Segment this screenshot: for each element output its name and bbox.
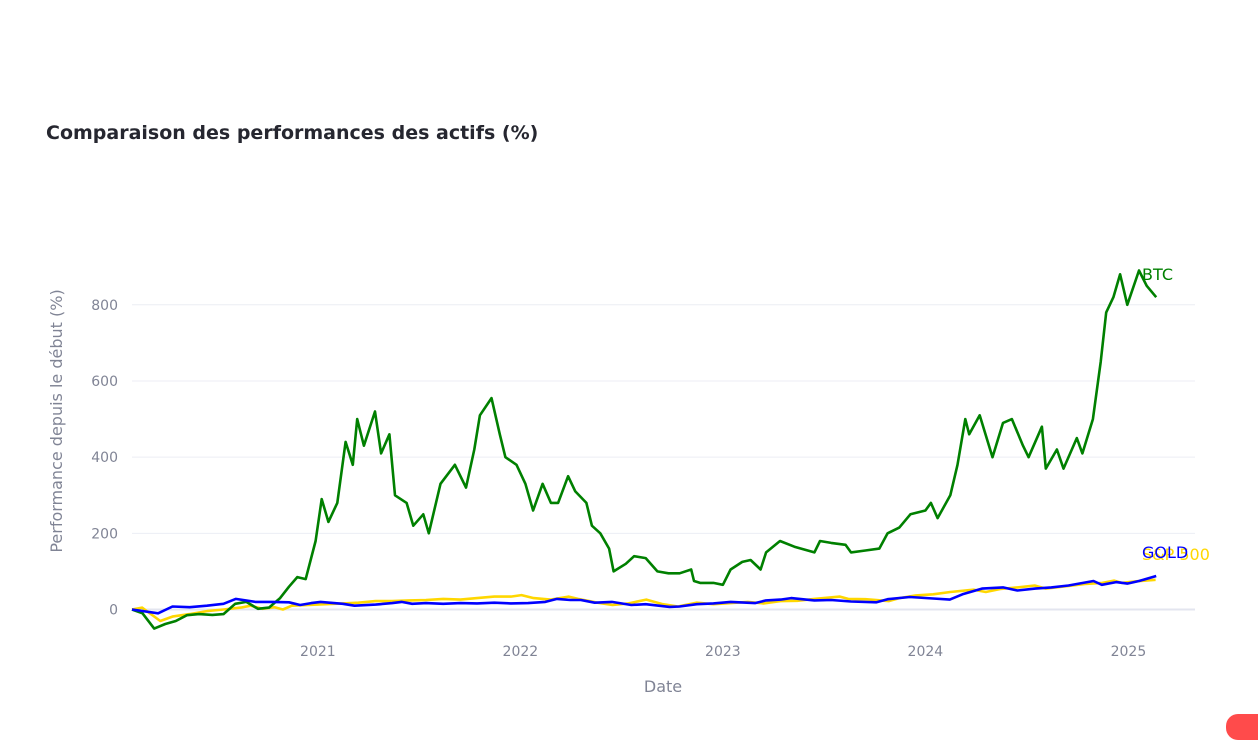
- btc-series-label: BTC: [1142, 265, 1173, 284]
- sp500-series-label: S&P 500: [1142, 545, 1210, 564]
- y-tick-label: 600: [91, 374, 118, 390]
- x-tick-label: 2022: [503, 644, 539, 660]
- gridlines: [132, 304, 1195, 611]
- chart-title: Comparaison des performances des actifs …: [46, 122, 539, 144]
- x-tick-label: 2021: [300, 644, 336, 660]
- y-tick-label: 200: [91, 526, 118, 542]
- y-tick-label: 400: [91, 450, 118, 466]
- series-line-gold: [131, 574, 1157, 615]
- y-axis-title: Performance depuis le début (%): [47, 289, 66, 552]
- x-tick-label: 2024: [908, 644, 944, 660]
- y-tick-label: 0: [109, 603, 118, 619]
- x-axis-ticks: 2021 2022 2023 2024 2025: [300, 644, 1146, 660]
- x-axis-title: Date: [644, 677, 682, 696]
- line-chart: 0 200 400 600 800 2021 2022 2023 2024 2025 S&P 5…: [47, 265, 1210, 696]
- gold-series-label: GOLD: [1142, 543, 1188, 562]
- series-line-s-p-500: [131, 578, 1156, 623]
- series-lines: [131, 269, 1158, 630]
- y-tick-label: 800: [91, 298, 118, 314]
- x-tick-label: 2025: [1111, 644, 1147, 660]
- y-axis-ticks: 0 200 400 600 800: [91, 298, 118, 619]
- series-line-btc: [131, 269, 1158, 630]
- x-tick-label: 2023: [705, 644, 741, 660]
- app-corner-badge: [1226, 714, 1258, 740]
